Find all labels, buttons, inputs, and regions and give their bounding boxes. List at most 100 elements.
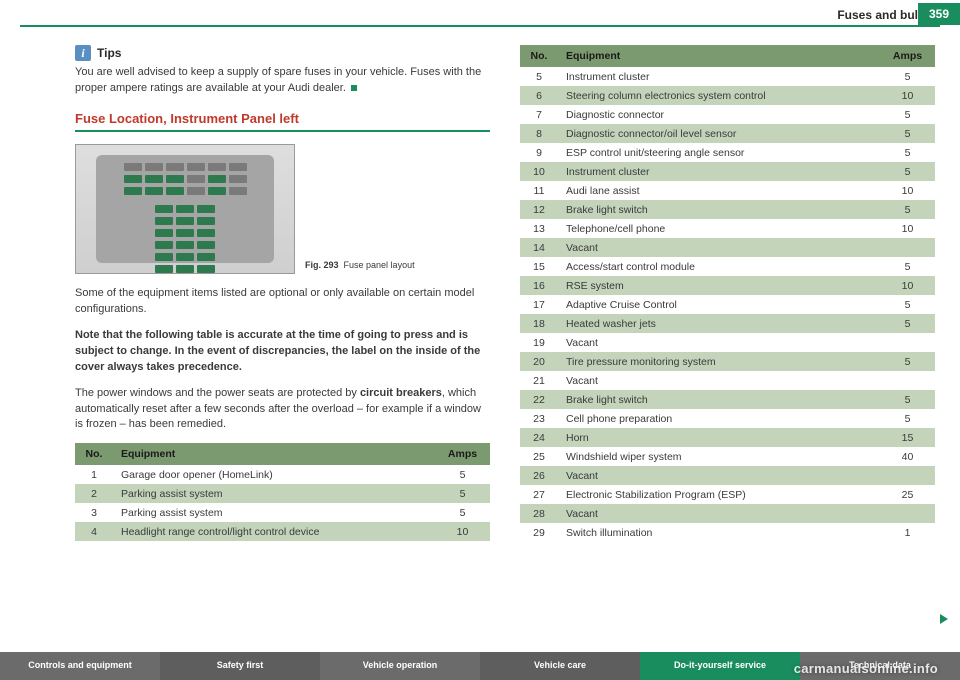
continue-arrow-icon <box>940 614 948 624</box>
body-paragraph-1: Some of the equipment items listed are o… <box>75 286 490 318</box>
th-no: No. <box>520 45 558 67</box>
body-paragraph-3: The power windows and the power seats ar… <box>75 386 490 434</box>
cell-equipment: Windshield wiper system <box>558 447 880 466</box>
th-equipment: Equipment <box>558 45 880 67</box>
cell-equipment: Electronic Stabilization Program (ESP) <box>558 485 880 504</box>
cell-equipment: Parking assist system <box>113 484 435 503</box>
cell-amps: 10 <box>880 181 935 200</box>
table-row: 25Windshield wiper system40 <box>520 447 935 466</box>
body-p3b: circuit breakers <box>360 387 442 399</box>
cell-amps: 5 <box>880 124 935 143</box>
cell-amps: 10 <box>435 522 490 541</box>
cell-no: 2 <box>75 484 113 503</box>
body-paragraph-2: Note that the following table is accurat… <box>75 328 490 376</box>
table-row: 28Vacant <box>520 504 935 523</box>
table-row: 18Heated washer jets5 <box>520 314 935 333</box>
cell-no: 19 <box>520 333 558 352</box>
tips-body: You are well advised to keep a supply of… <box>75 65 490 97</box>
cell-amps: 5 <box>880 390 935 409</box>
table-row: 5Instrument cluster5 <box>520 67 935 86</box>
right-fuse-table: No. Equipment Amps 5Instrument cluster56… <box>520 45 935 542</box>
body-p3a: The power windows and the power seats ar… <box>75 387 360 399</box>
cell-equipment: Brake light switch <box>558 390 880 409</box>
cell-equipment: Garage door opener (HomeLink) <box>113 465 435 484</box>
footer-tab-controls[interactable]: Controls and equip­ment <box>0 652 160 680</box>
table-row: 29Switch illumination1 <box>520 523 935 542</box>
cell-no: 15 <box>520 257 558 276</box>
cell-equipment: Brake light switch <box>558 200 880 219</box>
table-row: 7Diagnostic connector5 <box>520 105 935 124</box>
table-row: 11Audi lane assist10 <box>520 181 935 200</box>
cell-no: 7 <box>520 105 558 124</box>
table-row: 12Brake light switch5 <box>520 200 935 219</box>
table-header-row: No. Equipment Amps <box>520 45 935 67</box>
figure-caption: Fig. 293 Fuse panel layout <box>305 260 490 274</box>
cell-equipment: Vacant <box>558 371 880 390</box>
cell-equipment: Instrument cluster <box>558 162 880 181</box>
footer-tab-safety[interactable]: Safety first <box>160 652 320 680</box>
info-icon: i <box>75 45 91 61</box>
cell-amps: 5 <box>880 143 935 162</box>
page-number-badge: 359 <box>918 3 960 25</box>
cell-amps: 5 <box>435 484 490 503</box>
cell-amps: 5 <box>880 105 935 124</box>
cell-equipment: Heated washer jets <box>558 314 880 333</box>
table-row: 4Headlight range control/light control d… <box>75 522 490 541</box>
table-row: 24Horn15 <box>520 428 935 447</box>
table-row: 9ESP control unit/steering angle sensor5 <box>520 143 935 162</box>
cell-no: 23 <box>520 409 558 428</box>
cell-no: 25 <box>520 447 558 466</box>
cell-no: 6 <box>520 86 558 105</box>
th-no: No. <box>75 443 113 465</box>
footer-tab-care[interactable]: Vehicle care <box>480 652 640 680</box>
cell-amps: 5 <box>880 200 935 219</box>
cell-equipment: Switch illumination <box>558 523 880 542</box>
cell-no: 22 <box>520 390 558 409</box>
cell-equipment: Vacant <box>558 238 880 257</box>
table-row: 13Telephone/cell phone10 <box>520 219 935 238</box>
figure-row: Fig. 293 Fuse panel layout <box>75 144 490 274</box>
table-row: 2Parking assist system5 <box>75 484 490 503</box>
cell-equipment: Steering column electronics system contr… <box>558 86 880 105</box>
content-area: i Tips You are well advised to keep a su… <box>75 45 935 630</box>
table-row: 26Vacant <box>520 466 935 485</box>
cell-amps: 25 <box>880 485 935 504</box>
cell-equipment: Telephone/cell phone <box>558 219 880 238</box>
body-paragraph-2-bold: Note that the following table is accurat… <box>75 329 480 373</box>
cell-amps: 5 <box>880 314 935 333</box>
cell-equipment: Audi lane assist <box>558 181 880 200</box>
cell-no: 14 <box>520 238 558 257</box>
cell-no: 24 <box>520 428 558 447</box>
cell-amps: 5 <box>880 352 935 371</box>
right-column: No. Equipment Amps 5Instrument cluster56… <box>520 45 935 630</box>
table-row: 14Vacant <box>520 238 935 257</box>
th-amps: Amps <box>880 45 935 67</box>
cell-amps: 40 <box>880 447 935 466</box>
cell-no: 29 <box>520 523 558 542</box>
cell-no: 21 <box>520 371 558 390</box>
fuse-box-graphic <box>96 155 274 263</box>
th-amps: Amps <box>435 443 490 465</box>
cell-equipment: ESP control unit/steering angle sensor <box>558 143 880 162</box>
cell-no: 12 <box>520 200 558 219</box>
footer-tab-operation[interactable]: Vehicle operation <box>320 652 480 680</box>
footer-tab-technical[interactable]: Technical data <box>800 652 960 680</box>
fuse-panel-image <box>75 144 295 274</box>
cell-no: 8 <box>520 124 558 143</box>
cell-equipment: Adaptive Cruise Control <box>558 295 880 314</box>
cell-equipment: Vacant <box>558 466 880 485</box>
tips-header: i Tips <box>75 45 490 61</box>
cell-amps: 5 <box>435 465 490 484</box>
cell-amps <box>880 371 935 390</box>
cell-equipment: Tire pressure monitoring system <box>558 352 880 371</box>
table-row: 19Vacant <box>520 333 935 352</box>
table-row: 21Vacant <box>520 371 935 390</box>
cell-amps: 10 <box>880 86 935 105</box>
cell-equipment: Parking assist system <box>113 503 435 522</box>
table-row: 22Brake light switch5 <box>520 390 935 409</box>
end-marker-icon <box>351 85 357 91</box>
cell-no: 1 <box>75 465 113 484</box>
footer-tab-diy[interactable]: Do-it-yourself service <box>640 652 800 680</box>
left-column: i Tips You are well advised to keep a su… <box>75 45 490 630</box>
figure-caption-text: Fuse panel layout <box>344 260 415 270</box>
